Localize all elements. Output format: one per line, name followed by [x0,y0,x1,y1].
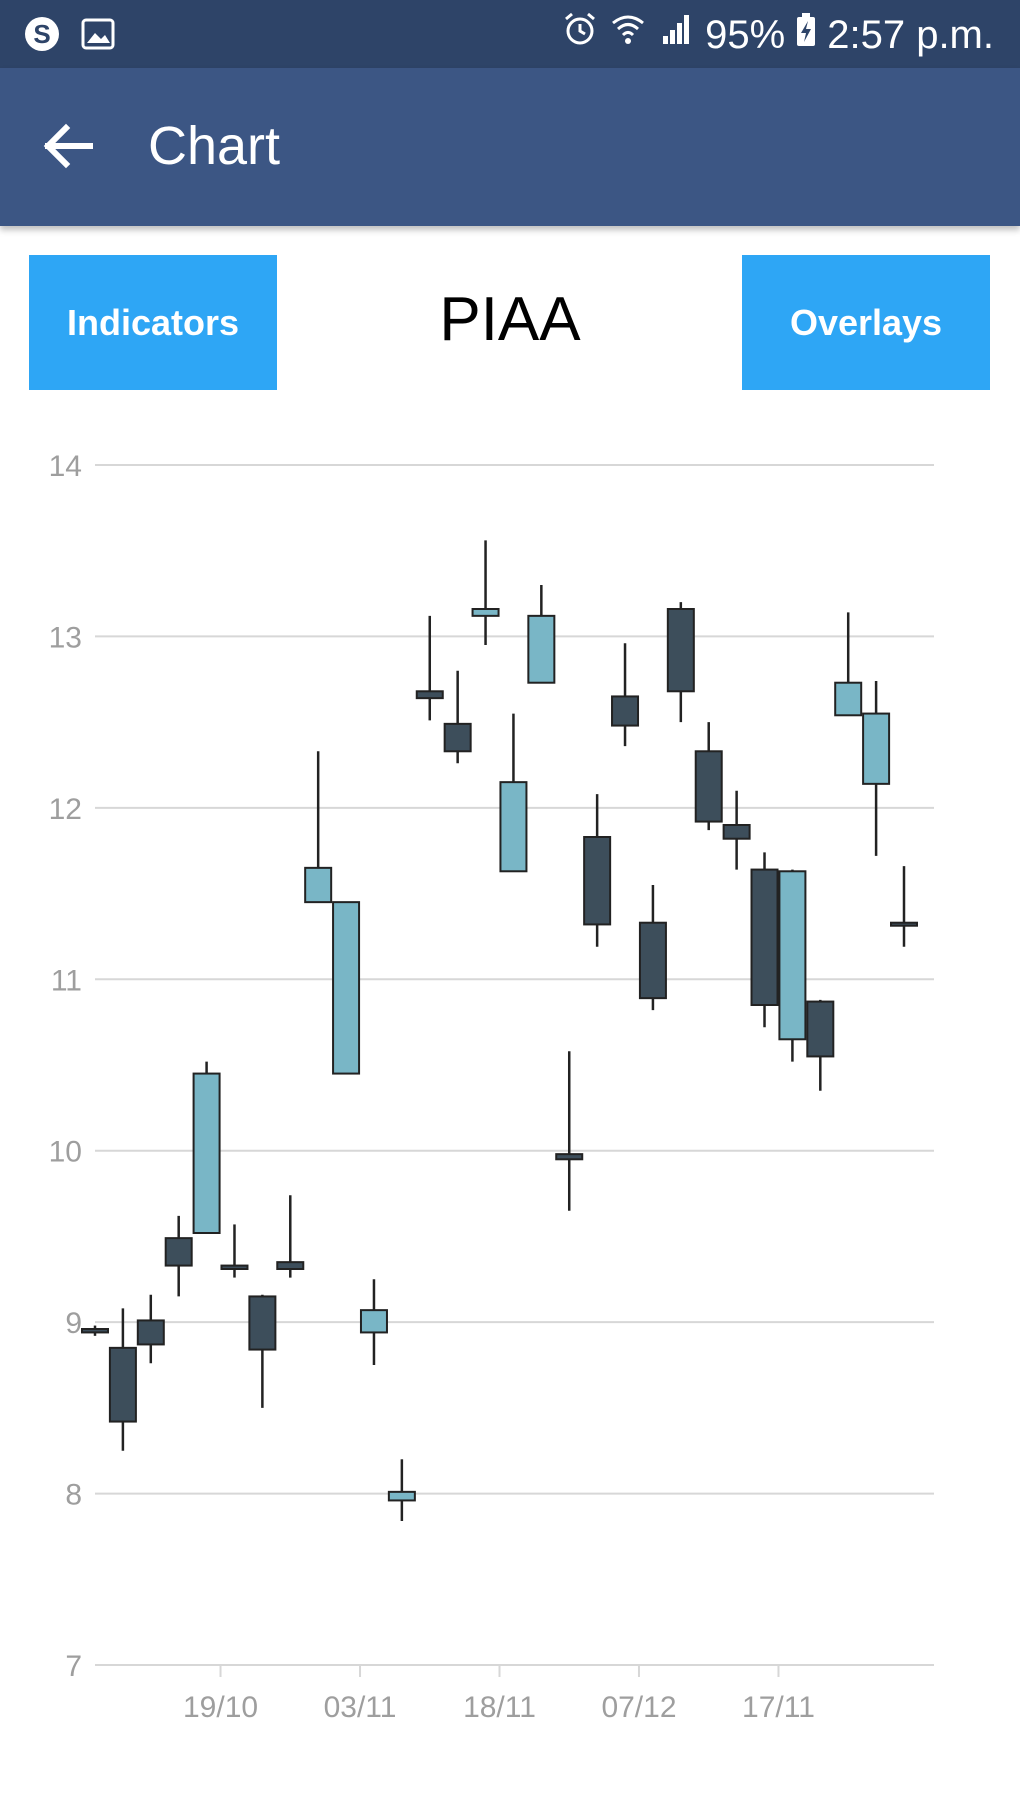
candle-body [443,722,472,753]
clock-text: 2:57 p.m. [827,12,994,57]
page-title: Chart [148,116,281,176]
y-tick-label: 13 [49,621,82,654]
candle-body [164,1237,193,1267]
overlays-button[interactable]: Overlays [742,255,990,390]
candle-body [862,712,891,785]
y-tick-label: 11 [51,964,82,997]
arrow-left-icon[interactable] [38,116,98,176]
candle-body [527,614,556,684]
candle-body [555,1153,584,1161]
candle-body [276,1261,305,1271]
candle-body [332,901,361,1075]
candle-body [666,608,695,693]
status-bar: S [0,0,1020,68]
candle-body [415,690,444,700]
candle-body [722,824,751,840]
candle-body [192,1072,221,1234]
candle-body [750,868,779,1007]
candle-body [248,1295,277,1351]
x-tick-label: 19/10 [183,1691,258,1724]
ticker-symbol: PIAA [439,285,581,354]
y-tick-label: 9 [65,1307,82,1340]
x-tick-label: 07/12 [601,1691,676,1724]
signal-icon [657,10,695,59]
candle-body [387,1490,416,1502]
candle-body [304,866,333,904]
candle-body [81,1328,109,1334]
wifi-icon [609,10,647,59]
battery-text: 95% [705,12,786,57]
candle-body [890,921,918,927]
candle-body [638,921,667,1000]
indicators-button[interactable]: Indicators [29,255,277,390]
x-tick-label: 18/11 [463,1691,536,1724]
candle-body [136,1319,165,1346]
candle-body [583,836,612,926]
candle-body [834,681,863,717]
y-tick-label: 8 [65,1479,82,1512]
candle-body [694,750,723,823]
candle-body [611,695,640,727]
battery-charging-icon [795,11,817,59]
y-tick-label: 14 [49,450,82,483]
candle-body [220,1264,249,1270]
image-icon [80,16,116,57]
svg-text:S: S [33,19,50,49]
candle-body [806,1000,835,1058]
skype-icon: S [22,14,62,59]
x-tick-label: 03/11 [324,1691,397,1724]
x-tick-label: 17/11 [742,1691,815,1724]
alarm-icon [561,10,599,59]
candlestick-chart[interactable]: 14 13 12 11 10 9 8 7 19/10 03/11 18/11 07/12 17/11 [0,420,1020,1750]
candle-body [499,781,528,873]
y-tick-label: 10 [49,1136,82,1169]
candle-body [108,1346,137,1423]
candle-body [778,870,807,1041]
y-tick-label: 12 [49,793,82,826]
candle-body [471,608,500,617]
candle-body [359,1309,388,1334]
app-bar: Chart [0,68,1020,226]
y-tick-label: 7 [65,1650,82,1683]
